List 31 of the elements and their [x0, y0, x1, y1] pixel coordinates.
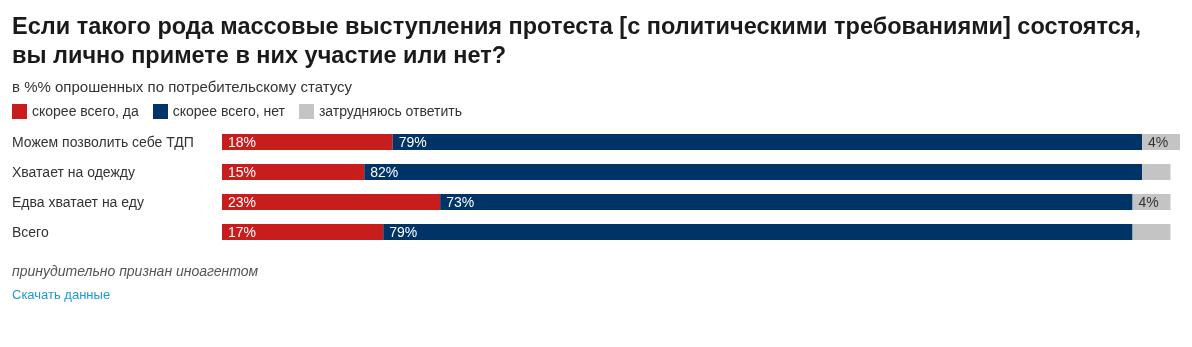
bar — [392, 134, 1143, 150]
bar — [1132, 224, 1171, 240]
data-label: 82% — [370, 164, 399, 180]
data-label: 23% — [228, 194, 257, 210]
bar — [364, 164, 1143, 180]
data-label: 15% — [228, 164, 257, 180]
bar — [1142, 164, 1171, 180]
y-tick-label: Едва хватает на еду — [12, 193, 144, 210]
data-label: 4% — [1138, 194, 1159, 210]
data-label: 18% — [228, 134, 257, 150]
data-label: 79% — [398, 134, 427, 150]
data-label: 17% — [228, 224, 257, 240]
bar — [383, 224, 1133, 240]
legend-label: скорее всего, да — [32, 103, 139, 119]
bar — [440, 194, 1133, 210]
chart-title: Если такого рода массовые выступления протеста [с политическими требованиями] состоятся, вы лично примете в них участие или нет? — [12, 12, 1142, 70]
data-label: 4% — [1148, 134, 1169, 150]
data-label: 73% — [446, 194, 475, 210]
bar — [222, 194, 441, 210]
y-tick-label: Можем позволить себе ТДП — [12, 133, 194, 150]
legend-label: скорее всего, нет — [172, 103, 285, 119]
bar — [222, 164, 365, 180]
text: Скачать данные — [12, 287, 112, 302]
y-tick-label: Хватает на одежду — [12, 163, 135, 180]
legend-label: затрудняюсь ответить — [318, 103, 462, 119]
bar — [222, 224, 384, 240]
chart-subtitle: в %% опрошенных по потребительскому статусу — [12, 78, 354, 95]
bar — [222, 134, 393, 150]
y-tick-label: Всего — [12, 223, 49, 240]
data-label: 79% — [389, 224, 418, 240]
text: принудительно признан иноагентом — [12, 263, 260, 279]
